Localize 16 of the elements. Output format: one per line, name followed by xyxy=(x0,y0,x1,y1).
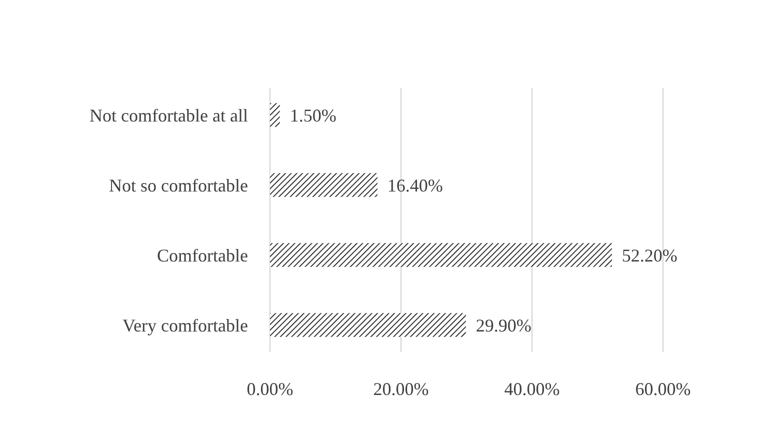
data-label: 29.90% xyxy=(476,315,532,336)
x-tick-label: 60.00% xyxy=(635,379,691,399)
bar xyxy=(270,173,378,197)
bar xyxy=(270,243,612,267)
y-tick-label: Not so comfortable xyxy=(109,175,248,196)
x-tick-label: 40.00% xyxy=(504,379,560,399)
y-tick-label: Not comfortable at all xyxy=(90,105,248,126)
x-tick-label: 20.00% xyxy=(373,379,429,399)
x-tick-label: 0.00% xyxy=(246,379,294,399)
y-tick-label: Comfortable xyxy=(157,245,248,266)
bar xyxy=(270,313,466,337)
data-label: 52.20% xyxy=(622,245,678,266)
data-label: 16.40% xyxy=(387,175,443,196)
bar xyxy=(270,103,280,127)
data-label: 1.50% xyxy=(290,105,336,126)
y-tick-label: Very comfortable xyxy=(122,315,248,336)
